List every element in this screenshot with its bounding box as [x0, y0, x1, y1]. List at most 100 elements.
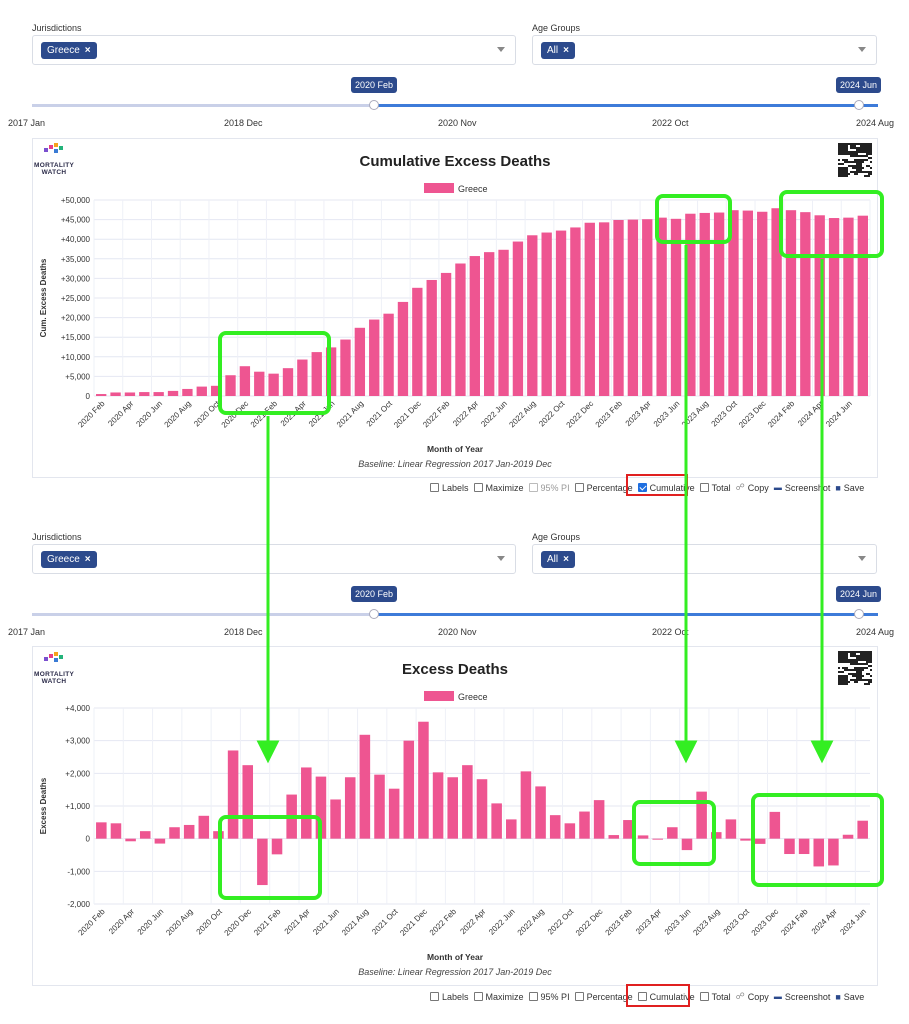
x-tick-label: 2022 Feb: [421, 399, 452, 430]
chip-remove-icon[interactable]: ×: [563, 45, 569, 56]
qr-module: [842, 679, 844, 681]
checkbox[interactable]: [473, 483, 483, 492]
chevron-down-icon[interactable]: [497, 556, 505, 561]
checkbox[interactable]: [574, 992, 584, 1001]
checkbox[interactable]: [528, 992, 538, 1001]
bar: [440, 272, 452, 396]
qr-module: [842, 659, 844, 661]
screenshot-button[interactable]: ▬ Screenshot: [774, 482, 831, 493]
slider-start-handle[interactable]: [369, 609, 379, 619]
qr-module: [858, 669, 860, 671]
qr-module: [848, 681, 850, 683]
age-groups-select[interactable]: All ×: [532, 544, 877, 574]
qr-module: [862, 151, 864, 153]
qr-module: [846, 657, 848, 659]
qr-module: [840, 151, 842, 153]
qr-module: [860, 673, 862, 675]
bar: [374, 774, 385, 839]
slider-start-handle[interactable]: [369, 100, 379, 110]
x-tick-label: 2022 Feb: [428, 907, 459, 938]
qr-module: [868, 653, 870, 655]
bar: [254, 371, 265, 396]
percentage-toggle[interactable]: Percentage: [574, 482, 633, 493]
option-label: Screenshot: [784, 482, 831, 493]
qr-module: [852, 147, 854, 149]
chevron-down-icon[interactable]: [497, 47, 505, 52]
slider-tick: 2022 Oct: [652, 627, 689, 637]
qr-module: [856, 161, 858, 163]
chevron-down-icon[interactable]: [858, 47, 866, 52]
jurisdictions-select[interactable]: Greece ×: [32, 544, 516, 574]
greece-chip[interactable]: Greece ×: [41, 42, 97, 59]
labels-toggle[interactable]: Labels: [430, 482, 469, 493]
slider-end-handle[interactable]: [854, 609, 864, 619]
cumulative-toggle[interactable]: Cumulative: [637, 991, 695, 1002]
qr-module: [854, 155, 856, 157]
copy-button[interactable]: ☍ Copy: [736, 482, 769, 493]
qr-module: [850, 673, 852, 675]
total-toggle[interactable]: Total: [699, 991, 731, 1002]
checkbox[interactable]: [473, 992, 483, 1001]
checkbox[interactable]: [699, 483, 709, 492]
age-groups-select[interactable]: All ×: [532, 35, 877, 65]
chevron-down-icon[interactable]: [858, 556, 866, 561]
checkbox[interactable]: [430, 992, 439, 1001]
qr-module: [860, 659, 862, 661]
bar: [242, 765, 254, 839]
qr-module: [864, 147, 866, 149]
bar: [584, 222, 595, 396]
chip-label: Greece: [47, 45, 80, 56]
qr-module: [852, 651, 854, 653]
date-range-slider[interactable]: 2020 Feb 2024 Jun: [32, 74, 882, 124]
chart-title: Cumulative Excess Deaths: [360, 153, 551, 170]
qr-module: [862, 669, 864, 671]
checkbox[interactable]: [528, 483, 538, 492]
qr-module: [868, 157, 870, 159]
cumulative-toggle[interactable]: Cumulative: [637, 482, 695, 493]
greece-chip[interactable]: Greece ×: [41, 551, 97, 568]
all-chip[interactable]: All ×: [541, 42, 575, 59]
labels-toggle[interactable]: Labels: [430, 991, 469, 1002]
qr-module: [868, 175, 870, 177]
slider-end-handle[interactable]: [854, 100, 864, 110]
qr-module: [842, 159, 844, 161]
total-toggle[interactable]: Total: [699, 482, 731, 493]
save-button[interactable]: ■ Save: [835, 991, 864, 1002]
maximize-toggle[interactable]: Maximize: [473, 991, 524, 1002]
x-tick-label: 2023 Apr: [634, 907, 663, 936]
checkbox[interactable]: [699, 992, 709, 1001]
checkbox[interactable]: [637, 992, 647, 1001]
x-tick-label: 2023 Jun: [652, 399, 682, 429]
qr-module: [856, 149, 858, 151]
slider-selected-range[interactable]: [374, 104, 878, 107]
percentage-toggle[interactable]: Percentage: [574, 991, 633, 1002]
maximize-toggle[interactable]: Maximize: [473, 482, 524, 493]
option-label: Total: [711, 482, 731, 493]
pi-toggle[interactable]: 95% PI: [528, 482, 570, 493]
checkbox[interactable]: [430, 483, 439, 492]
qr-module: [866, 673, 868, 675]
qr-module: [846, 143, 848, 145]
chip-remove-icon[interactable]: ×: [84, 45, 91, 56]
qr-module: [860, 651, 862, 653]
save-button[interactable]: ■ Save: [835, 482, 864, 493]
date-range-slider[interactable]: 2020 Feb 2024 Jun: [32, 583, 882, 633]
pi-toggle[interactable]: 95% PI: [528, 991, 570, 1002]
screenshot-button[interactable]: ▬ Screenshot: [774, 991, 831, 1002]
chip-remove-icon[interactable]: ×: [563, 554, 569, 565]
qr-module: [852, 659, 854, 661]
copy-button[interactable]: ☍ Copy: [736, 991, 769, 1002]
all-chip[interactable]: All ×: [541, 551, 575, 568]
qr-module: [846, 161, 848, 163]
slider-selected-range[interactable]: [374, 613, 878, 616]
checkbox[interactable]: [574, 483, 584, 492]
bar: [432, 772, 444, 839]
checkbox-checked[interactable]: [637, 483, 647, 492]
bar: [613, 219, 624, 396]
chip-remove-icon[interactable]: ×: [84, 554, 91, 565]
option-label: Cumulative: [649, 991, 695, 1002]
qr-module: [866, 159, 868, 161]
qr-module: [870, 675, 872, 677]
jurisdictions-select[interactable]: Greece ×: [32, 35, 516, 65]
qr-module: [846, 677, 848, 679]
